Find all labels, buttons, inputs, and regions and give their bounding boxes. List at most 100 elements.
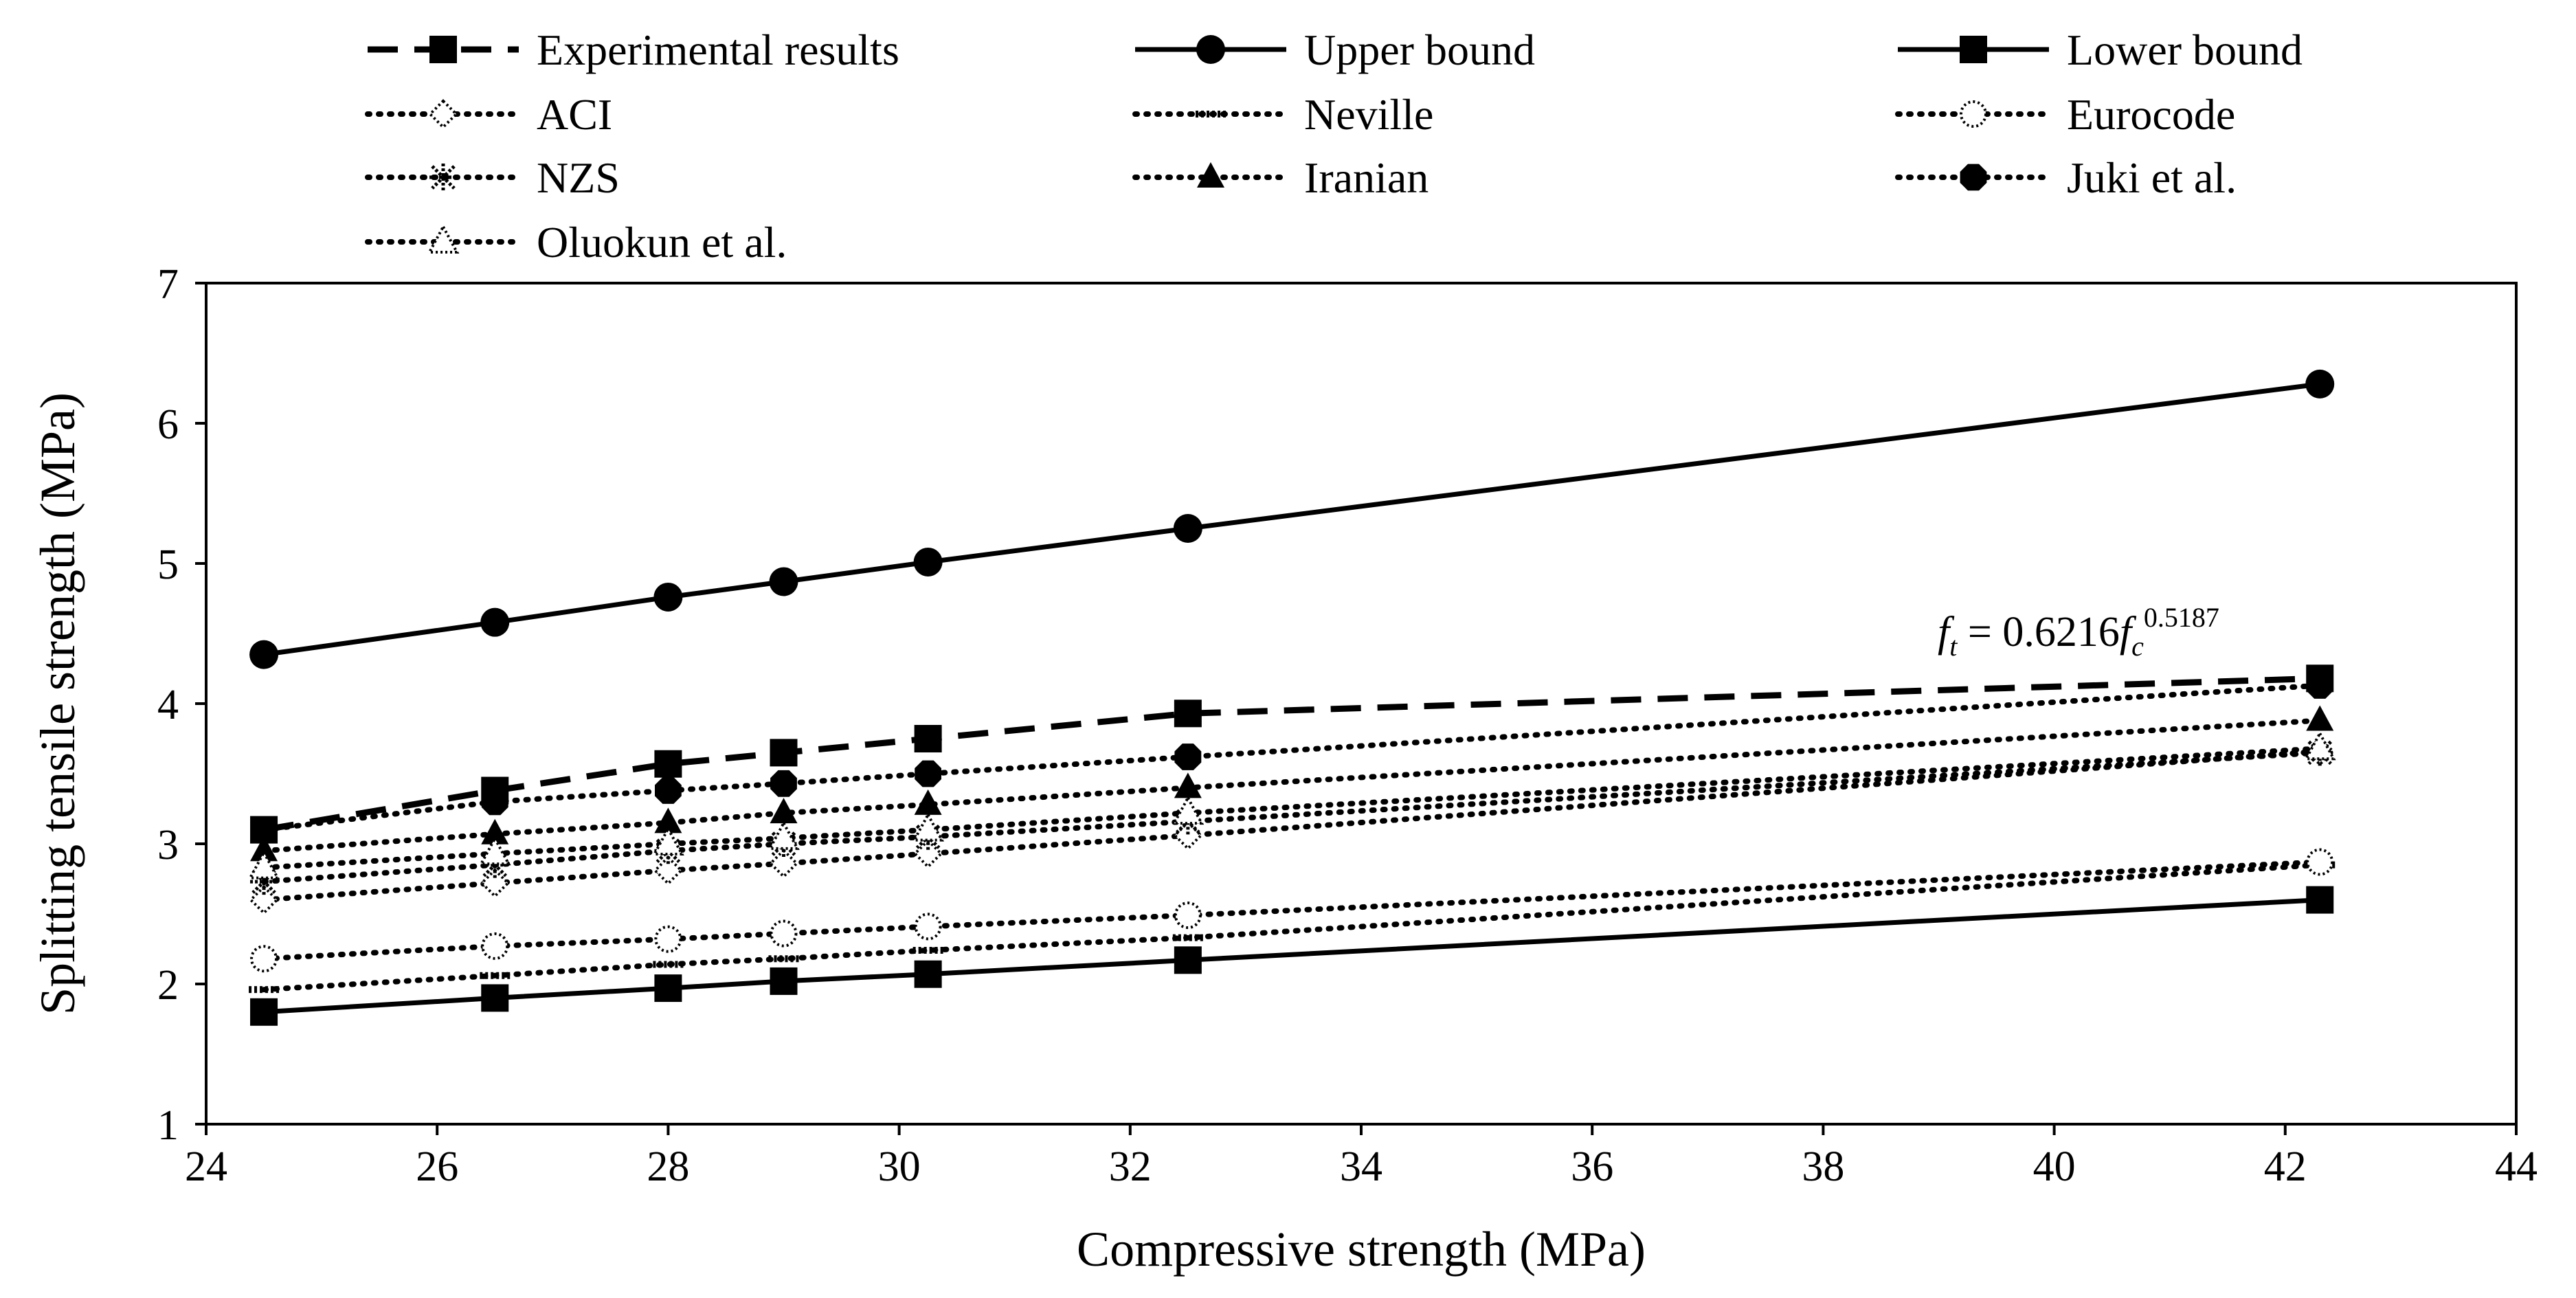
x-tick-label: 36 <box>1571 1143 1613 1190</box>
equation-part: c <box>2131 631 2144 662</box>
x-tick-label: 34 <box>1340 1143 1382 1190</box>
legend-marker-nzs <box>429 164 457 191</box>
x-tick-label: 30 <box>878 1143 921 1190</box>
legend-marker-aci <box>428 99 458 129</box>
series-eurocode <box>250 848 2334 973</box>
series-line-nzs <box>261 750 2323 885</box>
series-neville <box>249 861 2336 994</box>
x-tick-label: 44 <box>2495 1143 2538 1190</box>
x-tick-label: 28 <box>647 1143 689 1190</box>
data-point-lower-bound <box>1174 946 1202 974</box>
data-point-oluokun-et-al <box>2303 730 2336 761</box>
data-point-experimental-results <box>250 816 278 844</box>
series-line-iranian <box>261 717 2323 854</box>
legend-item-eurocode: Eurocode <box>1895 90 2235 139</box>
data-point-experimental-results <box>1174 700 1202 728</box>
series-lower-bound <box>250 886 2334 1026</box>
legend-label-nzs: NZS <box>537 153 620 202</box>
fit-equation-annotation: ft = 0.6216fc0.5187 <box>1938 602 2219 662</box>
data-point-lower-bound <box>481 984 509 1012</box>
data-point-aci <box>912 838 943 869</box>
legend-label-aci: ACI <box>537 90 612 139</box>
legend-item-iranian: Iranian <box>1132 153 1429 202</box>
data-point-experimental-results <box>481 776 509 805</box>
y-axis-ticks: 1 2 3 4 5 6 7 <box>157 261 206 1149</box>
legend-marker-experimental-results <box>429 36 457 63</box>
data-point-oluokun-et-al <box>652 825 684 855</box>
data-point-lower-bound <box>250 998 278 1026</box>
data-point-juki-et-al <box>770 770 797 797</box>
data-point-oluokun-et-al <box>478 836 511 866</box>
data-point-aci <box>249 884 279 915</box>
series-line-juki-et-al <box>261 682 2323 833</box>
legend-label-iranian: Iranian <box>1304 153 1429 202</box>
legend-marker-eurocode <box>1960 100 1987 128</box>
y-tick-label: 1 <box>157 1102 179 1149</box>
legend-marker-oluokun-et-al <box>427 223 460 254</box>
x-tick-label: 40 <box>2033 1143 2076 1190</box>
data-point-aci <box>480 868 511 898</box>
data-point-oluokun-et-al <box>768 820 800 850</box>
x-tick-label: 38 <box>1802 1143 1844 1190</box>
series-juki-et-al <box>250 672 2333 843</box>
data-point-aci <box>653 855 684 886</box>
legend-label-experimental-results: Experimental results <box>537 25 899 74</box>
x-tick-label: 26 <box>416 1143 458 1190</box>
data-point-experimental-results <box>2306 664 2334 693</box>
legend-item-neville: Neville <box>1132 90 1433 139</box>
data-point-nzs <box>481 851 509 879</box>
legend: Experimental results Upper bound Lower bou… <box>365 25 2303 267</box>
legend-item-oluokun-et-al: Oluokun et al. <box>365 218 787 267</box>
data-point-iranian <box>250 836 278 862</box>
equation-part: = 0.6216 <box>1957 609 2119 656</box>
data-point-experimental-results <box>654 750 682 778</box>
data-point-iranian <box>1174 772 1202 798</box>
legend-marker-juki-et-al <box>1960 164 1987 191</box>
data-point-juki-et-al <box>915 760 941 787</box>
legend-item-aci: ACI <box>365 90 612 139</box>
x-tick-label: 24 <box>185 1143 227 1190</box>
data-point-lower-bound <box>914 960 942 988</box>
series-line-lower-bound <box>263 897 2320 1015</box>
legend-item-experimental-results: Experimental results <box>368 25 899 74</box>
x-axis-title: Compressive strength (MPa) <box>1077 1222 1646 1277</box>
data-point-upper-bound <box>1173 514 1202 543</box>
y-tick-label: 5 <box>157 541 179 588</box>
series-line-experimental-results <box>263 675 2320 833</box>
x-axis-ticks: 24 26 28 30 32 34 36 38 40 42 44 <box>185 1124 2538 1190</box>
legend-label-juki-et-al: Juki et al. <box>2067 153 2237 202</box>
series-nzs <box>250 739 2334 896</box>
y-tick-label: 6 <box>157 401 179 448</box>
series-experimental-results <box>250 664 2334 844</box>
data-point-oluokun-et-al <box>247 849 280 880</box>
series-layer <box>247 369 2336 1026</box>
legend-item-lower-bound: Lower bound <box>1898 25 2303 74</box>
data-point-eurocode <box>2306 848 2334 876</box>
series-iranian <box>250 705 2334 862</box>
legend-label-oluokun-et-al: Oluokun et al. <box>537 218 787 267</box>
y-tick-label: 4 <box>157 682 179 728</box>
data-point-eurocode <box>914 913 942 941</box>
data-point-experimental-results <box>914 725 942 752</box>
data-point-iranian <box>914 789 942 815</box>
data-point-juki-et-al <box>655 777 682 804</box>
legend-marker-lower-bound <box>1960 36 1987 63</box>
data-point-eurocode <box>1174 902 1202 930</box>
data-point-iranian <box>654 807 682 833</box>
series-upper-bound <box>249 369 2335 669</box>
data-point-eurocode <box>770 919 798 948</box>
data-point-upper-bound <box>2305 369 2335 399</box>
data-point-aci <box>768 848 799 879</box>
data-point-aci <box>1173 820 1203 851</box>
data-point-iranian <box>481 818 509 844</box>
legend-item-juki-et-al: Juki et al. <box>1895 153 2237 202</box>
series-line-oluokun-et-al <box>261 746 2323 871</box>
y-tick-label: 7 <box>157 261 179 308</box>
x-tick-label: 32 <box>1109 1143 1152 1190</box>
data-point-eurocode <box>250 945 278 973</box>
data-point-nzs <box>250 868 278 896</box>
series-oluokun-et-al <box>247 730 2336 880</box>
plot-area-frame <box>205 282 2518 1126</box>
